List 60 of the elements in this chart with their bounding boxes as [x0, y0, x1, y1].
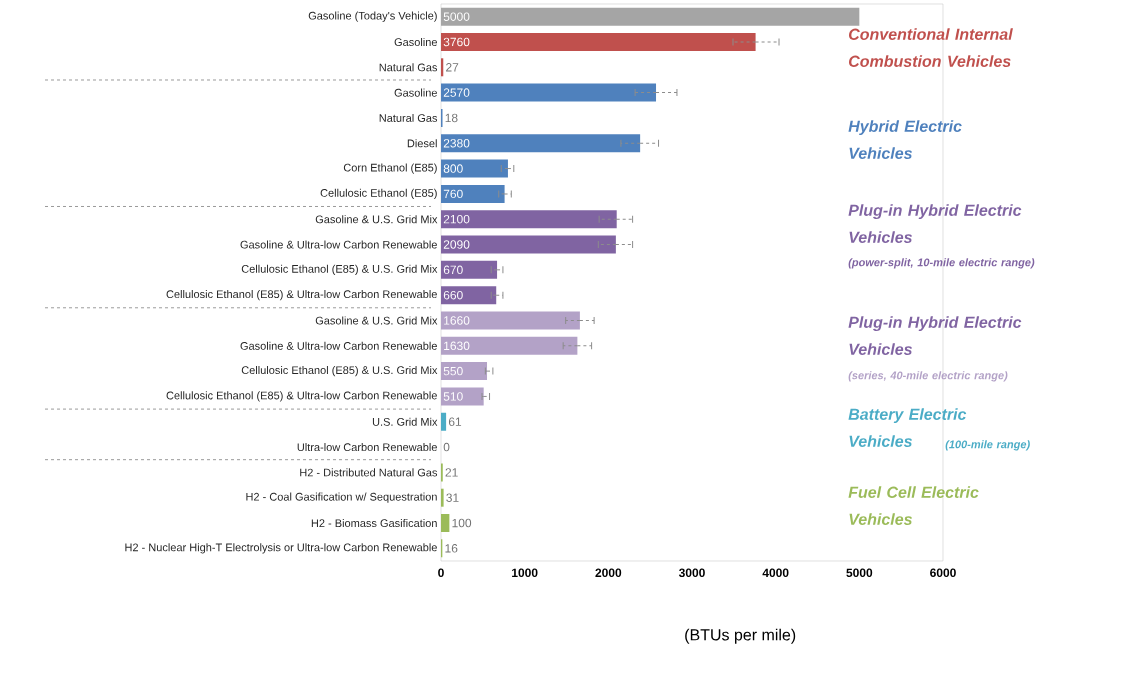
- y-tick-label: Cellulosic Ethanol (E85) & U.S. Grid Mix: [241, 365, 438, 377]
- y-tick-label: Cellulosic Ethanol (E85) & U.S. Grid Mix: [241, 264, 438, 275]
- data-label: 21: [445, 468, 458, 477]
- data-label: 800: [443, 164, 463, 173]
- data-label: 550: [443, 366, 463, 376]
- x-tick-label: 5000: [846, 568, 873, 578]
- x-tick-label: 1000: [512, 568, 538, 578]
- y-tick-label: Gasoline & Ultra-low Carbon Renewable: [240, 240, 437, 249]
- text: (100-mile range): [945, 440, 1030, 451]
- y-tick-label: Gasoline (Today's Vehicle): [308, 11, 437, 22]
- data-label: 3760: [443, 37, 470, 47]
- y-tick-label: H2 - Coal Gasification w/ Sequestration: [246, 492, 437, 503]
- y-tick-label: Cellulosic Ethanol (E85): [320, 188, 437, 199]
- y-tick-label: Gasoline & U.S. Grid Mix: [315, 215, 438, 224]
- data-label: 510: [443, 392, 463, 401]
- x-tick-label: 2000: [595, 568, 622, 578]
- data-label: 1660: [444, 316, 470, 325]
- y-tick-label: H2 - Biomass Gasification: [311, 518, 437, 528]
- y-tick-label: U.S. Grid Mix: [372, 417, 438, 426]
- annotation: (series, 40-mile electric range): [848, 371, 1008, 382]
- y-tick-label: Natural Gas: [379, 63, 438, 72]
- data-label: 2380: [443, 139, 470, 148]
- data-label: 31: [446, 493, 459, 502]
- y-tick-label: Gasoline & U.S. Grid Mix: [315, 316, 438, 325]
- annotation: Conventional Internal Combustion Vehicles: [848, 28, 1013, 67]
- y-tick-label: Gasoline & Ultra-low Carbon Renewable: [240, 341, 437, 350]
- annotation: (power-split, 10-mile electric range): [848, 258, 1035, 269]
- annotation: Plug-in Hybrid Electric Vehicles: [848, 316, 1022, 355]
- data-label: 61: [448, 417, 462, 426]
- data-label: 100: [452, 518, 472, 528]
- data-label: 0: [443, 442, 450, 452]
- y-tick-label: Cellulosic Ethanol (E85) & Ultra-low Carbon Renewable: [166, 391, 437, 402]
- annotation: Plug-in Hybrid Electric Vehicles: [848, 204, 1022, 243]
- y-tick-label: Diesel: [407, 139, 437, 148]
- y-tick-label: Gasoline: [394, 88, 437, 97]
- y-tick-label: Gasoline: [394, 37, 437, 47]
- x-tick-label: 4000: [762, 568, 789, 578]
- x-tick-label: 3000: [678, 568, 705, 578]
- y-tick-label: H2 - Distributed Natural Gas: [300, 468, 438, 477]
- data-label: 16: [445, 544, 458, 553]
- data-label: 2570: [443, 88, 470, 97]
- y-tick-label: Natural Gas: [379, 113, 438, 122]
- data-label: 670: [443, 265, 463, 275]
- data-label: 2100: [443, 214, 470, 224]
- y-tick-label: H2 - Nuclear High-T Electrolysis or Ultra-low Carbon Renewable: [125, 543, 437, 554]
- x-tick-label: 6000: [930, 568, 956, 578]
- y-tick-label: Cellulosic Ethanol (E85) & Ultra-low Carbon Renewable: [166, 290, 437, 301]
- annotation: Fuel Cell Electric Vehicles: [848, 486, 979, 525]
- data-label: 1630: [444, 341, 470, 351]
- data-label: 27: [446, 63, 459, 72]
- data-label: 18: [445, 113, 458, 123]
- annotation: Hybrid Electric Vehicles: [848, 120, 962, 159]
- data-label: 760: [443, 189, 463, 199]
- y-tick-label: Corn Ethanol (E85): [343, 163, 437, 174]
- data-label: 660: [443, 290, 463, 300]
- data-label: 2090: [443, 240, 470, 249]
- data-label: 5000: [443, 12, 470, 21]
- x-tick-label: 0: [438, 568, 444, 578]
- y-tick-label: Ultra-low Carbon Renewable: [297, 443, 437, 452]
- x-axis-title: (BTUs per mile): [685, 628, 796, 644]
